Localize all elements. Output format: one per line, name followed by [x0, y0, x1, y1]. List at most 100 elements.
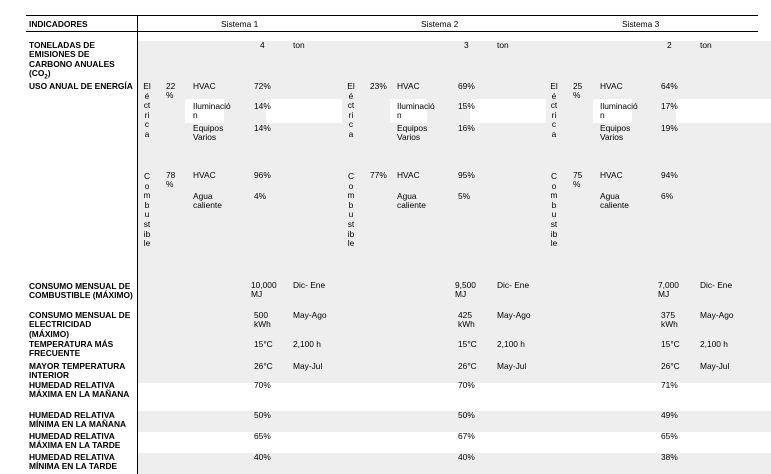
header-sistema-1: Sistema 1 [221, 19, 259, 29]
system-3-electric-type-label: Eléctrica [550, 81, 558, 139]
row-shade-11 [138, 453, 771, 474]
row-shade-4 [342, 99, 390, 123]
system-3-electric-consumption-period: May-Ago [700, 310, 734, 320]
system-2-agua-value: 5% [458, 191, 471, 201]
system-2-hvac-combustion-value: 95% [458, 170, 475, 180]
system-2-tons-value: 3 [464, 40, 469, 50]
system-1-hvac-electric-value: 72% [254, 81, 271, 91]
row-shade-9 [138, 369, 771, 383]
label-humedad-min-manana: HUMEDAD RELATIVA MÍNIMA EN LA MAÑANA [29, 410, 127, 430]
system-1-elec-percent: 22 % [166, 81, 176, 101]
system-2-electric-consumption-value: 425 kWh [458, 310, 475, 330]
system-1-agua-label: Agua caliente [193, 191, 222, 211]
system-2-equipos-value: 16% [458, 123, 475, 133]
system-1-fuel-consumption-value: 10,000 MJ [251, 280, 277, 300]
table-top-rule [26, 15, 758, 16]
system-1-ilum-value: 14% [254, 101, 271, 111]
row-shade-1 [138, 81, 771, 99]
system-2-frequent-temp-value: 15°C [458, 339, 477, 349]
system-1-hum-max-morning-value: 70% [254, 380, 271, 390]
row-shade-6 [546, 99, 593, 123]
label-mayor-temperatura: MAYOR TEMPERATURA INTERIOR [29, 361, 126, 381]
system-3-tons-unit: ton [700, 40, 712, 50]
system-1-hvac-combustion-value: 96% [254, 170, 271, 180]
system-2-max-temp-period: May-Jul [497, 361, 527, 371]
system-1-equipos-value: 14% [254, 123, 271, 133]
system-3-equipos-value: 19% [661, 123, 678, 133]
system-2-ilum-value: 15% [458, 101, 475, 111]
system-1-electric-consumption-period: May-Ago [293, 310, 327, 320]
label-humedad-max-tarde: HUMEDAD RELATIVA MÁXIMA EN LA TARDE [29, 431, 121, 451]
system-3-agua-label: Agua caliente [600, 191, 629, 211]
label-humedad-max-manana: HUMEDAD RELATIVA MÁXIMA EN LA MAÑANA [29, 380, 130, 400]
system-1-agua-value: 4% [254, 191, 267, 201]
label-humedad-min-tarde: HUMEDAD RELATIVA MÍNIMA EN LA TARDE [29, 452, 118, 472]
system-2-hvac-electric-label: HVAC [397, 81, 420, 91]
system-2-fuel-consumption-value: 9,500 MJ [455, 280, 476, 300]
system-2-hum-min-afternoon-value: 40% [458, 452, 475, 462]
label-consumo-combustible: CONSUMO MENSUAL DE COMBUSTIBLE (MÁXIMO) [29, 281, 133, 301]
system-2-hvac-electric-value: 69% [458, 81, 475, 91]
system-2-electric-type-label: Eléctrica [347, 81, 355, 139]
system-2-frequent-temp-hours: 2,100 h [497, 339, 525, 349]
system-1-comb-percent: 78 % [166, 170, 176, 190]
label-uso-anual: USO ANUAL DE ENERGÍA [29, 81, 133, 91]
system-1-fuel-consumption-period: Dic- Ene [293, 280, 326, 290]
system-2-combustion-type-label: Combustible [347, 171, 355, 249]
system-2-max-temp-value: 26°C [458, 361, 477, 371]
system-1-combustion-type-label: Combustible [143, 171, 151, 249]
header-sistema-3: Sistema 3 [622, 19, 660, 29]
system-1-ilum-label: Iluminació n [193, 101, 231, 121]
system-1-max-temp-value: 26°C [254, 361, 273, 371]
system-1-max-temp-period: May-Jul [293, 361, 323, 371]
system-1-frequent-temp-hours: 2,100 h [293, 339, 321, 349]
row-shade-0 [138, 41, 771, 81]
system-2-hum-min-morning-value: 50% [458, 410, 475, 420]
system-2-tons-unit: ton [497, 40, 509, 50]
system-1-hum-min-morning-value: 50% [254, 410, 271, 420]
system-2-electric-consumption-period: May-Ago [497, 310, 531, 320]
row-shade-3 [224, 99, 266, 123]
system-2-hum-max-afternoon-value: 67% [458, 431, 475, 441]
system-2-ilum-label: Iluminació n [397, 101, 435, 121]
system-3-fuel-consumption-value: 7,000 MJ [658, 280, 679, 300]
system-1-tons-unit: ton [293, 40, 305, 50]
row-shade-7 [632, 99, 676, 123]
label-consumo-electricidad: CONSUMO MENSUAL DE ELECTRICIDAD (MÁXIMO) [29, 310, 131, 339]
system-2-comb-percent: 77% [370, 170, 387, 180]
system-3-comb-percent: 75 % [573, 170, 583, 190]
header-sistema-2: Sistema 2 [421, 19, 459, 29]
system-2-hum-max-morning-value: 70% [458, 380, 475, 390]
system-1-electric-type-label: Eléctrica [143, 81, 151, 139]
system-3-hum-min-afternoon-value: 38% [661, 452, 678, 462]
system-1-hum-min-afternoon-value: 40% [254, 452, 271, 462]
row-shade-10 [138, 411, 771, 432]
row-shade-8 [138, 123, 771, 369]
system-3-combustion-type-label: Combustible [550, 171, 558, 249]
system-3-hvac-combustion-label: HVAC [600, 170, 623, 180]
system-3-frequent-temp-value: 15°C [661, 339, 680, 349]
label-temperatura-frecuente: TEMPERATURA MÁS FRECUENTE [29, 339, 114, 359]
system-1-electric-consumption-value: 500 kWh [254, 310, 271, 330]
system-3-fuel-consumption-period: Dic- Ene [700, 280, 733, 290]
system-3-hvac-combustion-value: 94% [661, 170, 678, 180]
system-2-hvac-combustion-label: HVAC [397, 170, 420, 180]
header-rule [26, 31, 758, 32]
system-2-agua-label: Agua caliente [397, 191, 426, 211]
system-2-equipos-label: Equipos Varios [397, 123, 428, 143]
system-3-elec-percent: 25 % [573, 81, 583, 101]
system-1-hvac-electric-label: HVAC [193, 81, 216, 91]
label-toneladas: TONELADAS DE EMISIONES DE CARBONO ANUALE… [29, 40, 115, 81]
system-3-max-temp-period: May-Jul [700, 361, 730, 371]
system-3-electric-consumption-value: 375 kWh [661, 310, 678, 330]
system-3-hum-max-afternoon-value: 65% [661, 431, 678, 441]
row-shade-5 [427, 99, 470, 123]
system-1-hvac-combustion-label: HVAC [193, 170, 216, 180]
system-3-max-temp-value: 26°C [661, 361, 680, 371]
system-1-frequent-temp-value: 15°C [254, 339, 273, 349]
system-3-hum-min-morning-value: 49% [661, 410, 678, 420]
system-3-frequent-temp-hours: 2,100 h [700, 339, 728, 349]
system-2-elec-percent: 23% [370, 81, 387, 91]
header-indicadores: INDICADORES [29, 19, 88, 29]
